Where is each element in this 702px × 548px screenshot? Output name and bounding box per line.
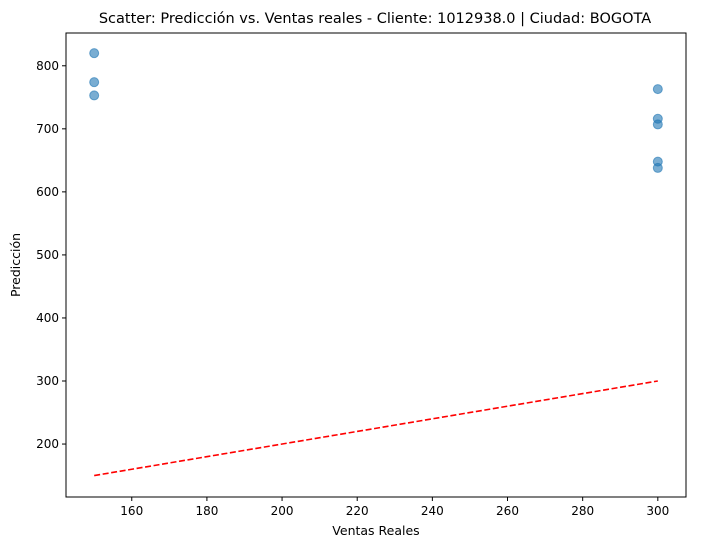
scatter-point: [652, 84, 663, 95]
y-tick-label: 600: [36, 185, 59, 199]
plot-area: [89, 48, 663, 477]
scatter-point: [89, 77, 100, 88]
x-tick-label: 200: [271, 504, 294, 518]
y-axis: 200 300 400 500 600 700 800: [36, 59, 66, 451]
x-axis-label: Ventas Reales: [332, 523, 419, 538]
x-tick-label: 220: [346, 504, 369, 518]
scatter-point: [89, 90, 100, 101]
reference-line: [94, 380, 658, 477]
x-tick-label: 160: [120, 504, 143, 518]
scatter-point: [89, 48, 100, 59]
y-tick-label: 300: [36, 374, 59, 388]
x-tick-label: 180: [195, 504, 218, 518]
chart-title: Scatter: Predicción vs. Ventas reales - …: [99, 11, 651, 27]
x-tick-label: 300: [646, 504, 669, 518]
x-tick-label: 260: [496, 504, 519, 518]
y-tick-label: 400: [36, 311, 59, 325]
scatter-point: [652, 119, 663, 130]
y-axis-label: Predicción: [8, 233, 23, 297]
x-tick-label: 240: [421, 504, 444, 518]
y-tick-label: 500: [36, 248, 59, 262]
y-tick-label: 700: [36, 122, 59, 136]
x-axis: 160 180 200 220 240 260 280 300: [120, 497, 669, 518]
y-tick-label: 200: [36, 437, 59, 451]
plot-frame: [65, 32, 687, 498]
scatter-point: [652, 162, 663, 173]
x-tick-label: 280: [571, 504, 594, 518]
y-tick-label: 800: [36, 59, 59, 73]
